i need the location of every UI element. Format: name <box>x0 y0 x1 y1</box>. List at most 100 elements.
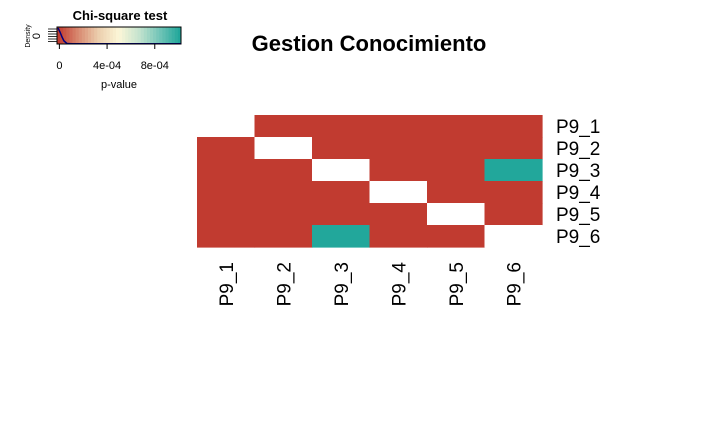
heatmap-cells <box>197 115 543 248</box>
heatmap-cell-P9_4-P9_3 <box>312 181 371 204</box>
color-key-swatch <box>131 27 135 44</box>
color-key-swatch <box>57 27 61 44</box>
color-key-tick-label: 8e-04 <box>141 60 169 72</box>
color-key-swatch <box>84 27 89 44</box>
color-key-swatch <box>150 27 154 44</box>
heatmap-cell-P9_6-P9_2 <box>254 225 313 248</box>
color-key-swatch <box>165 27 170 44</box>
heatmap-cell-P9_1-P9_1 <box>197 115 256 138</box>
color-key-swatch <box>168 27 173 44</box>
row-label: P9_6 <box>556 227 600 248</box>
color-key-swatch <box>66 27 70 44</box>
color-key-swatch <box>69 27 73 44</box>
chart-title: Gestion Conocimiento <box>252 31 487 56</box>
heatmap-cell-P9_2-P9_1 <box>197 137 256 160</box>
color-key-swatch <box>159 27 163 44</box>
color-key-swatch <box>109 27 114 44</box>
color-key-swatch <box>88 27 92 44</box>
heatmap-cell-P9_3-P9_2 <box>254 159 313 182</box>
heatmap-cell-P9_5-P9_5 <box>427 203 486 226</box>
color-key-swatch <box>122 27 126 44</box>
color-key-ylabel: Density <box>25 24 32 48</box>
heatmap-cell-P9_2-P9_5 <box>427 137 486 160</box>
color-key-swatch <box>162 27 166 44</box>
heatmap-cell-P9_4-P9_5 <box>427 181 486 204</box>
color-key-swatch <box>63 27 67 44</box>
color-key-swatch <box>134 27 139 44</box>
color-key-density-lines <box>48 28 57 42</box>
heatmap-cell-P9_1-P9_4 <box>369 115 428 138</box>
color-key-swatch <box>115 27 120 44</box>
color-key-xlabel: p-value <box>101 79 137 91</box>
color-key-swatch <box>106 27 111 44</box>
heatmap-cell-P9_6-P9_4 <box>369 225 428 248</box>
heatmap-cell-P9_5-P9_1 <box>197 203 256 226</box>
heatmap-cell-P9_2-P9_2 <box>254 137 313 160</box>
row-label: P9_4 <box>556 183 601 204</box>
color-key-swatch <box>94 27 98 44</box>
heatmap-cell-P9_2-P9_6 <box>484 137 543 160</box>
heatmap-cell-P9_5-P9_2 <box>254 203 313 226</box>
color-key-swatch <box>153 27 157 44</box>
color-key-tick-label: 0 <box>56 60 62 72</box>
heatmap-cell-P9_3-P9_5 <box>427 159 486 182</box>
heatmap-cell-P9_5-P9_3 <box>312 203 371 226</box>
heatmap-cell-P9_4-P9_2 <box>254 181 313 204</box>
heatmap-cell-P9_3-P9_1 <box>197 159 256 182</box>
heatmap-cell-P9_3-P9_6 <box>484 159 543 182</box>
heatmap-cell-P9_2-P9_4 <box>369 137 428 160</box>
row-label: P9_1 <box>556 117 600 138</box>
color-key-y-tick: 0 <box>31 33 43 39</box>
column-label: P9_4 <box>389 262 410 307</box>
color-key-ticks: 0 4e-04 8e-04 <box>56 44 169 72</box>
color-key-swatch <box>177 27 182 44</box>
color-key-gradient <box>57 27 182 44</box>
column-labels: P9_1 P9_2 P9_3 P9_4 P9_5 P9_6 <box>217 262 526 307</box>
color-key-swatch <box>143 27 148 44</box>
color-key-swatch <box>171 27 176 44</box>
heatmap-cell-P9_1-P9_5 <box>427 115 486 138</box>
color-key-tick-label: 4e-04 <box>93 60 121 72</box>
color-key-swatch <box>72 27 77 44</box>
heatmap-cell-P9_1-P9_2 <box>254 115 313 138</box>
heatmap-cell-P9_4-P9_4 <box>369 181 428 204</box>
column-label: P9_6 <box>504 262 525 306</box>
color-key-swatch <box>112 27 117 44</box>
color-key-swatch <box>103 27 108 44</box>
heatmap-cell-P9_3-P9_3 <box>312 159 371 182</box>
color-key-swatch <box>97 27 101 44</box>
color-key-swatch <box>146 27 151 44</box>
heatmap-cell-P9_4-P9_1 <box>197 181 256 204</box>
color-key-swatch <box>100 27 104 44</box>
heatmap-cell-P9_6-P9_6 <box>484 225 543 248</box>
color-key-swatch <box>75 27 80 44</box>
color-key-swatch <box>125 27 129 44</box>
column-label: P9_5 <box>447 262 468 306</box>
color-key-swatch <box>128 27 132 44</box>
column-label: P9_3 <box>332 262 353 306</box>
color-key-swatch <box>156 27 160 44</box>
heatmap-cell-P9_6-P9_1 <box>197 225 256 248</box>
heatmap-cell-P9_5-P9_6 <box>484 203 543 226</box>
color-key-title: Chi-square test <box>73 8 168 23</box>
heatmap-cell-P9_6-P9_5 <box>427 225 486 248</box>
row-label: P9_3 <box>556 161 600 182</box>
heatmap-cell-P9_1-P9_6 <box>484 115 543 138</box>
heatmap-cell-P9_1-P9_3 <box>312 115 371 138</box>
color-key-swatch <box>91 27 95 44</box>
heatmap-cell-P9_2-P9_3 <box>312 137 371 160</box>
column-label: P9_2 <box>274 262 295 306</box>
color-key-swatch <box>78 27 83 44</box>
column-label: P9_1 <box>217 262 238 306</box>
heatmap-cell-P9_5-P9_4 <box>369 203 428 226</box>
heatmap-cell-P9_4-P9_6 <box>484 181 543 204</box>
color-key-swatch <box>174 27 179 44</box>
row-label: P9_2 <box>556 139 600 160</box>
row-labels: P9_1P9_2P9_3P9_4P9_5P9_6 <box>556 117 601 248</box>
heatmap-cell-P9_3-P9_4 <box>369 159 428 182</box>
color-key-swatch <box>81 27 86 44</box>
color-key: Chi-square test 0 4e-04 8e-04 p-value Dens… <box>25 8 182 91</box>
row-label: P9_5 <box>556 205 600 226</box>
heatmap-cell-P9_6-P9_3 <box>312 225 371 248</box>
